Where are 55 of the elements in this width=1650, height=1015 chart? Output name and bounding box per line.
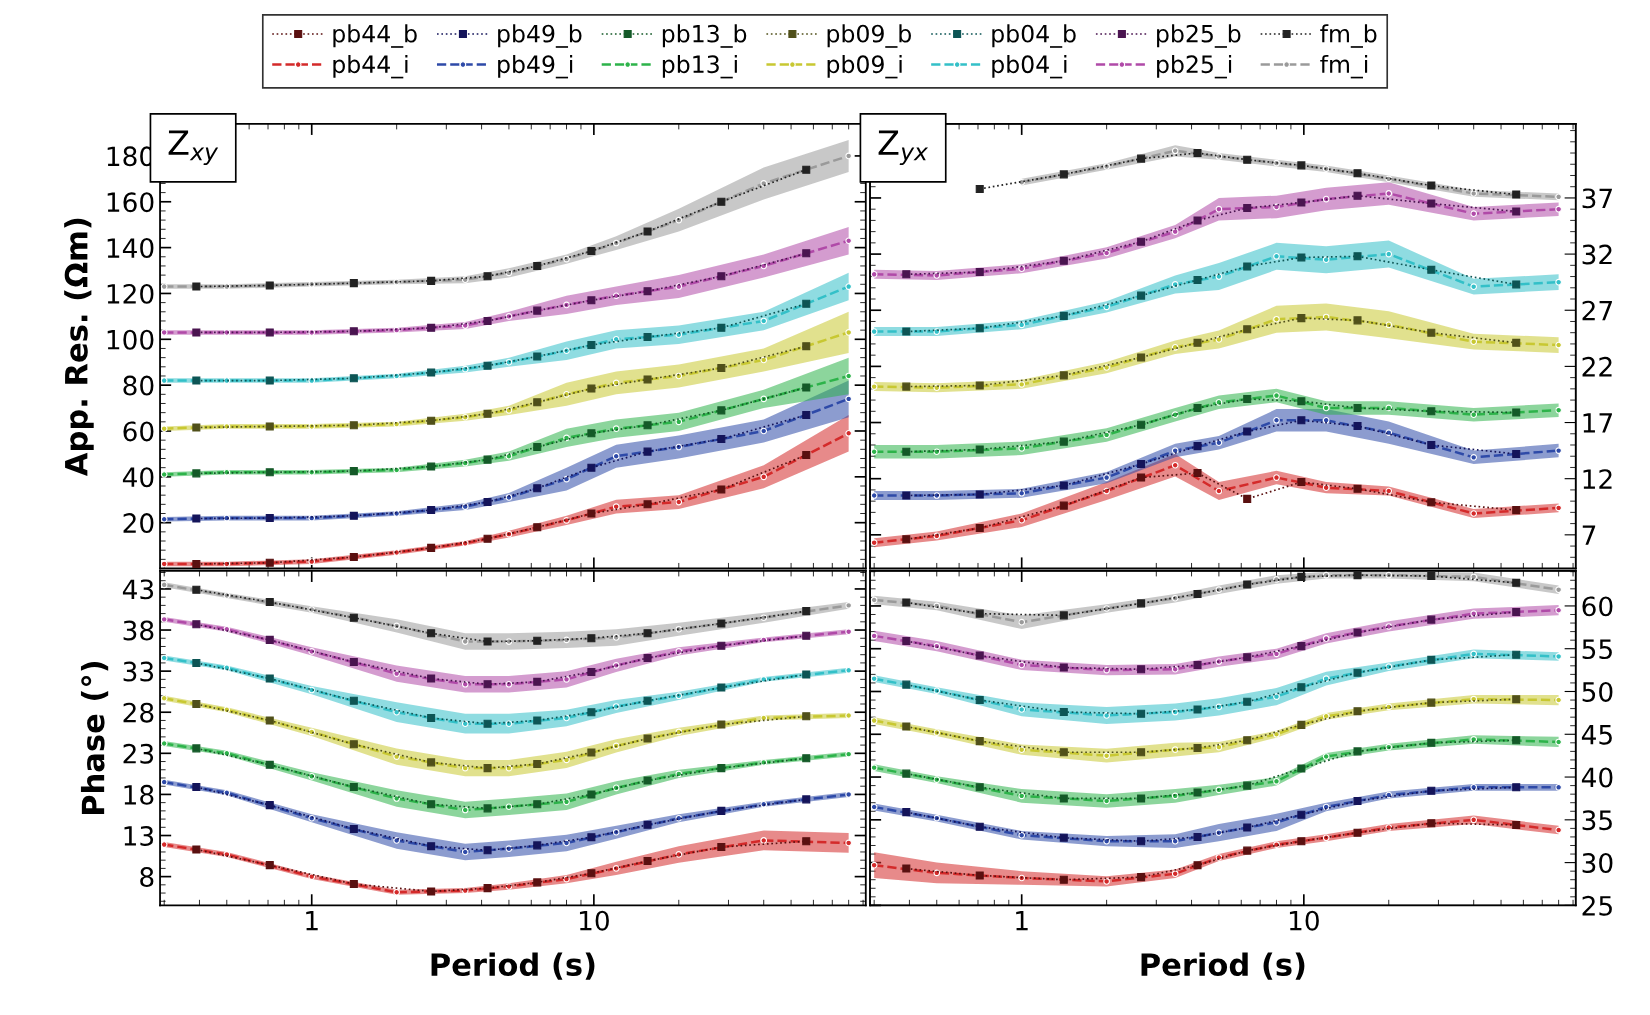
y-tick-label: 23 (123, 743, 154, 764)
y2-tick-label: 35 (1582, 810, 1612, 831)
y-tick-label: 28 (123, 702, 154, 723)
legend-label: pb13_b (662, 24, 747, 48)
y-tick-label: 140 (107, 238, 154, 259)
annotation: Z$_{xy}$ (168, 130, 219, 166)
y-tick-label: 60 (123, 421, 154, 442)
y-tick-label: 43 (122, 579, 154, 600)
x-tick-label: 10 (579, 910, 609, 931)
y2-tick-label: 32 (1582, 244, 1612, 265)
y2-tick-label: 50 (1582, 681, 1613, 702)
y-tick-label: 80 (123, 375, 154, 396)
legend-label: fm_b (1320, 24, 1377, 48)
y2-tick-label: 30 (1582, 853, 1613, 873)
legend-label: pb04_i (992, 54, 1067, 79)
y2-tick-label: 55 (1582, 639, 1612, 660)
legend-label: pb44_i (333, 54, 408, 79)
y-tick-label: 100 (107, 329, 154, 350)
legend-label: pb13_i (662, 54, 737, 79)
y-tick-label: 120 (107, 283, 154, 304)
y2-tick-label: 22 (1582, 356, 1612, 377)
y-tick-label: 33 (123, 661, 154, 682)
legend-label: pb25_b (1157, 24, 1241, 48)
y-axis-title: Phase (°) (80, 661, 109, 815)
legend-label: pb49_i (498, 54, 573, 79)
x-tick-label: 10 (1289, 910, 1319, 931)
y-tick-label: 20 (123, 513, 154, 534)
y-tick-label: 40 (122, 467, 154, 488)
y2-tick-label: 45 (1581, 725, 1612, 745)
y2-tick-label: 27 (1582, 300, 1612, 321)
x-tick-label: 1 (306, 911, 318, 931)
x-axis-title: Period (s) (1141, 952, 1305, 980)
y2-tick-label: 7 (1582, 525, 1596, 545)
y-tick-label: 160 (107, 192, 154, 213)
y-tick-label: 8 (140, 867, 154, 888)
x-axis-title: Period (s) (431, 952, 595, 980)
y-tick-label: 18 (124, 784, 154, 805)
annotation: Z$_{yx}$ (878, 130, 929, 166)
legend-label: pb04_b (992, 24, 1076, 48)
y-tick-label: 13 (124, 825, 154, 846)
x-tick-label: 1 (1016, 911, 1028, 931)
y2-tick-label: 60 (1582, 596, 1613, 617)
legend-label: fm_i (1320, 54, 1368, 79)
y-tick-label: 38 (123, 620, 154, 641)
y2-tick-label: 37 (1582, 188, 1612, 209)
y2-tick-label: 25 (1582, 895, 1612, 916)
y2-tick-label: 17 (1583, 413, 1612, 433)
legend-label: pb25_i (1157, 54, 1232, 79)
legend-label: pb09_i (827, 54, 902, 79)
legend-label: pb44_b (333, 24, 417, 48)
y-axis-title: App. Res. (Ωm) (64, 218, 94, 477)
y2-tick-label: 12 (1583, 469, 1612, 489)
legend-label: pb09_b (827, 24, 911, 48)
y2-tick-label: 40 (1581, 767, 1613, 788)
legend-label: pb49_b (498, 24, 582, 48)
